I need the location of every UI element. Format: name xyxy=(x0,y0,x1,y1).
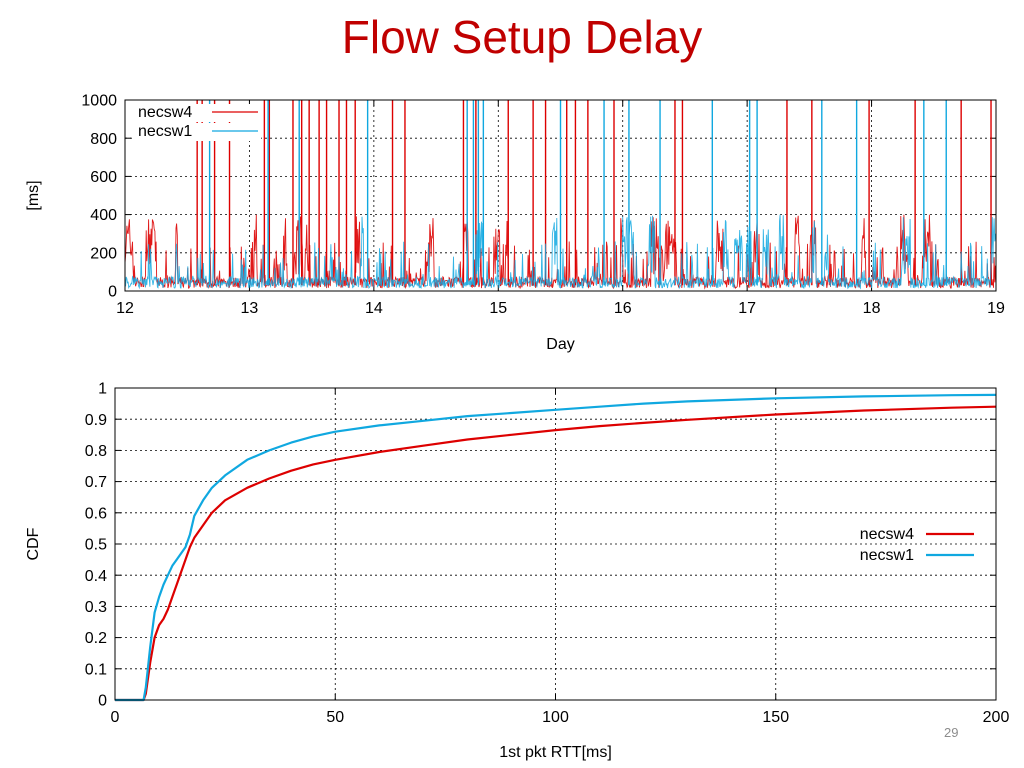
rtt-cdf-chart: 0 50 100 150 200 0 0.1 0.2 0.3 0.4 0.5 0.6 0.7 0.8 0.9… xyxy=(25,381,1009,761)
y-tick-label: 0.6 xyxy=(85,505,107,522)
cdf-line-necsw1 xyxy=(115,393,997,702)
plot-border xyxy=(114,387,997,701)
slide-number: 29 xyxy=(944,725,959,740)
y-tick-label: 600 xyxy=(90,169,117,186)
x-tick-label: 150 xyxy=(762,709,789,726)
y-tick-label: 0 xyxy=(108,284,117,301)
legend-label-necsw4: necsw4 xyxy=(138,104,192,121)
y-tick-label: 0.8 xyxy=(85,443,107,460)
y-tick-label: 0.4 xyxy=(85,568,107,585)
delay-timeseries-chart: 12 13 14 15 16 17 18 19 0 200 400 600 800 1000 Day [ms]… xyxy=(25,93,1005,353)
y-tick-label: 0.5 xyxy=(85,537,107,554)
series-line-necsw1 xyxy=(124,214,997,290)
y-tick-label: 0.3 xyxy=(85,599,107,616)
x-tick-label: 13 xyxy=(241,300,259,317)
y-axis-label: [ms] xyxy=(25,180,42,210)
y-tick-label: 1 xyxy=(98,381,107,398)
y-tick-label: 1000 xyxy=(81,93,117,110)
x-tick-label: 0 xyxy=(111,709,120,726)
y-tick-label: 0.1 xyxy=(85,661,107,678)
y-tick-label: 800 xyxy=(90,131,117,148)
y-tick-label: 400 xyxy=(90,207,117,224)
x-axis-label: Day xyxy=(546,336,574,353)
x-axis-label: 1st pkt RTT[ms] xyxy=(499,744,612,761)
y-tick-label: 0.7 xyxy=(85,474,107,491)
x-tick-label: 12 xyxy=(116,300,134,317)
y-tick-label: 0.9 xyxy=(85,412,107,429)
legend-label-necsw1: necsw1 xyxy=(860,547,914,564)
cdf-line-necsw4 xyxy=(115,405,997,702)
x-tick-label: 15 xyxy=(489,300,507,317)
x-tick-label: 50 xyxy=(326,709,344,726)
x-tick-label: 200 xyxy=(983,709,1010,726)
x-tick-label: 19 xyxy=(987,300,1005,317)
x-tick-label: 100 xyxy=(542,709,569,726)
x-tick-label: 17 xyxy=(738,300,756,317)
x-tick-label: 18 xyxy=(863,300,881,317)
x-tick-label: 14 xyxy=(365,300,383,317)
legend-bg xyxy=(133,104,261,122)
legend-bg xyxy=(133,123,261,141)
legend-label-necsw4: necsw4 xyxy=(860,526,914,543)
legend-label-necsw1: necsw1 xyxy=(138,123,192,140)
y-tick-label: 0.2 xyxy=(85,630,107,647)
slide-title: Flow Setup Delay xyxy=(341,11,703,63)
y-axis-label: CDF xyxy=(25,527,42,560)
y-tick-label: 200 xyxy=(90,245,117,262)
y-tick-label: 0 xyxy=(98,693,107,710)
x-tick-label: 16 xyxy=(614,300,632,317)
plot-border xyxy=(124,99,997,292)
